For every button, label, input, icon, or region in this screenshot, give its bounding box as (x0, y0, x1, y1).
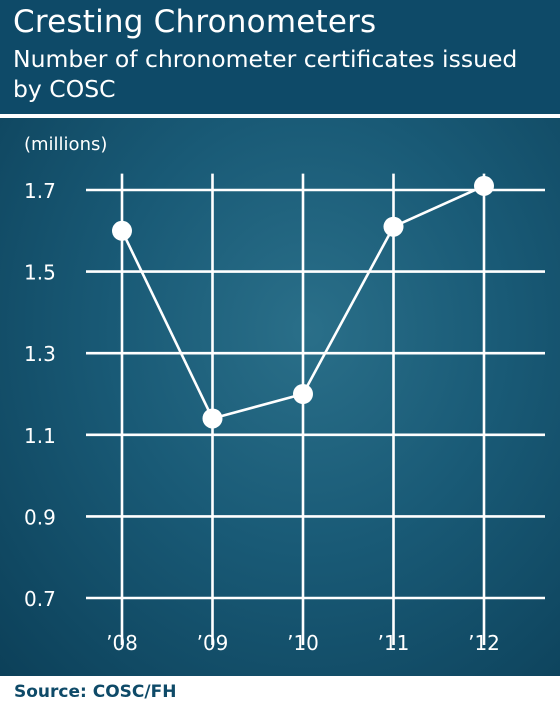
x-tick-label: ’08 (106, 631, 138, 655)
y-tick-label: 1.7 (24, 179, 56, 203)
line-chart: (millions) 0.70.91.11.31.51.7 ’08’09’10’… (24, 134, 545, 655)
chart-subtitle: Number of chronometer certificates issue… (13, 45, 518, 103)
source-note: Source: COSC/FH (14, 682, 177, 702)
y-tick-label: 0.9 (24, 505, 56, 529)
x-tick-labels: ’08 ’09 ’10 ’11 ’12 (106, 631, 500, 655)
x-tick-label: ’11 (378, 631, 410, 655)
y-tick-label: 1.3 (24, 342, 56, 366)
grid-lines (86, 173, 545, 645)
chart-title: Cresting Chronometers (13, 4, 377, 40)
data-point (293, 384, 313, 404)
y-tick-label: 1.1 (24, 424, 56, 448)
plot-panel (0, 118, 560, 676)
y-tick-label: 0.7 (24, 587, 56, 611)
chart-footer: Source: COSC/FH (0, 676, 560, 712)
data-point (202, 408, 223, 429)
data-series (112, 175, 494, 429)
data-point (383, 216, 404, 237)
y-axis-unit-label: (millions) (24, 134, 107, 155)
x-tick-label: ’10 (287, 631, 319, 655)
data-point (112, 220, 132, 241)
y-tick-label: 1.5 (24, 261, 56, 285)
data-point (474, 175, 494, 196)
x-tick-label: ’12 (468, 631, 500, 655)
y-tick-labels: 0.7 0.9 1.1 1.3 1.5 1.7 (24, 179, 56, 611)
x-tick-label: ’09 (197, 631, 229, 655)
chart-header: Cresting Chronometers Number of chronome… (0, 0, 560, 114)
